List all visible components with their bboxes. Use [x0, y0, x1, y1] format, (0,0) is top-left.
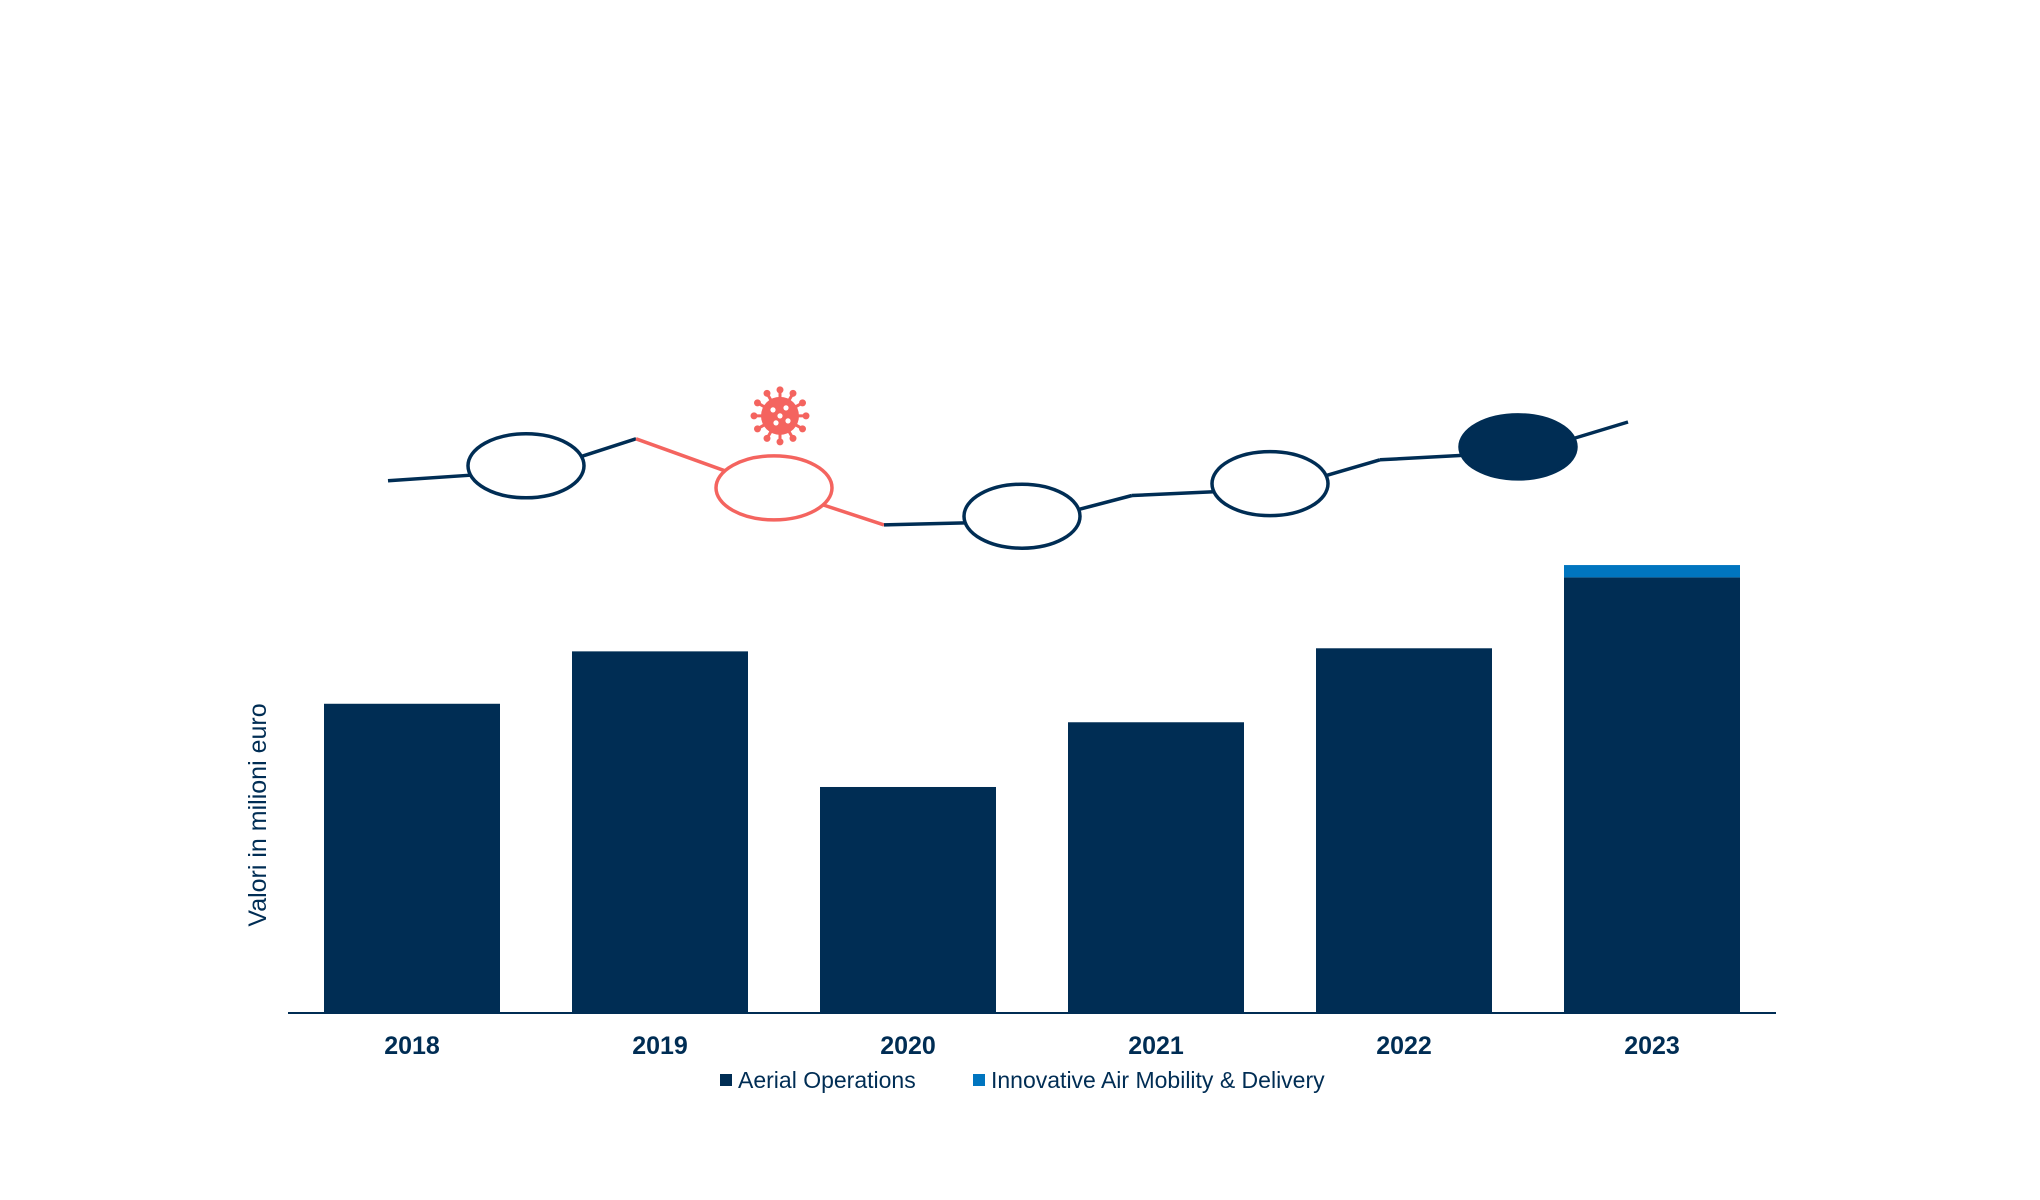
bar-aerial-operations-2022	[1316, 648, 1492, 1012]
trend-milestone-1	[714, 454, 834, 522]
trend-milestone-4	[1458, 413, 1578, 481]
virus-spike-tip	[799, 399, 807, 407]
virus-dot	[773, 420, 779, 426]
virus-spike-tip	[776, 386, 784, 394]
virus-spike-tip	[799, 425, 807, 433]
legend-label-0: Aerial Operations	[738, 1067, 916, 1093]
virus-spike-tip	[789, 389, 797, 397]
bar-aerial-operations-2021	[1068, 722, 1244, 1012]
x-tick-label-2019: 2019	[632, 1032, 688, 1060]
trend-segment-3-a	[1131, 489, 1214, 498]
x-tick-label-2020: 2020	[880, 1032, 936, 1060]
trend-milestone-2	[962, 482, 1082, 550]
legend: Aerial Operations Innovative Air Mobility…	[720, 1067, 1325, 1093]
virus-dot	[770, 407, 776, 413]
trend-segment-0-b	[580, 437, 637, 459]
bar-innovative-air-mobility-2023	[1564, 565, 1740, 578]
bar-aerial-operations-2018	[324, 703, 500, 1012]
trend-milestone-3	[1210, 449, 1330, 518]
x-tick-label-2021: 2021	[1128, 1032, 1184, 1060]
trend-segment-2-a	[883, 521, 966, 527]
trend-segment-4-b	[1573, 420, 1629, 441]
virus-dot	[783, 405, 789, 411]
bar-aerial-operations-2023	[1564, 577, 1740, 1012]
trend-segment-0-a	[387, 473, 471, 483]
trend-segment-4-a	[1379, 453, 1463, 462]
x-tick-label-2018: 2018	[384, 1032, 440, 1060]
virus-spike-tip	[802, 412, 810, 420]
legend-swatch-0	[720, 1074, 732, 1086]
legend-label-1: Innovative Air Mobility & Delivery	[991, 1067, 1325, 1093]
virus-icon	[750, 386, 810, 446]
virus-dot	[777, 413, 783, 419]
bar-aerial-operations-2019	[572, 651, 748, 1012]
virus-spike-tip	[753, 425, 761, 433]
virus-spike-tip	[789, 434, 797, 442]
trend-segment-1-a	[635, 437, 726, 473]
trend-milestone-0	[466, 432, 586, 500]
x-tick-label-2023: 2023	[1624, 1032, 1680, 1060]
x-tick-label-2022: 2022	[1376, 1032, 1432, 1060]
trend-segment-1-b	[822, 503, 885, 527]
virus-dot	[785, 418, 791, 424]
bar-aerial-operations-2020	[820, 786, 996, 1012]
virus-spike-tip	[753, 399, 761, 407]
trend-segment-3-b	[1325, 458, 1381, 478]
virus-spike-tip	[763, 389, 771, 397]
legend-swatch-1	[973, 1074, 985, 1086]
virus-spike-tip	[776, 438, 784, 446]
trend-line-layer	[387, 386, 1629, 550]
trend-segment-2-b	[1078, 493, 1133, 512]
y-axis-title: Valori in milioni euro	[244, 703, 272, 926]
virus-spike-tip	[750, 412, 758, 420]
virus-spike-tip	[763, 434, 771, 442]
x-tick-labels: 2018 2019 2020 2021 2022 2023	[384, 1032, 1680, 1060]
bars-layer	[324, 565, 1740, 1012]
